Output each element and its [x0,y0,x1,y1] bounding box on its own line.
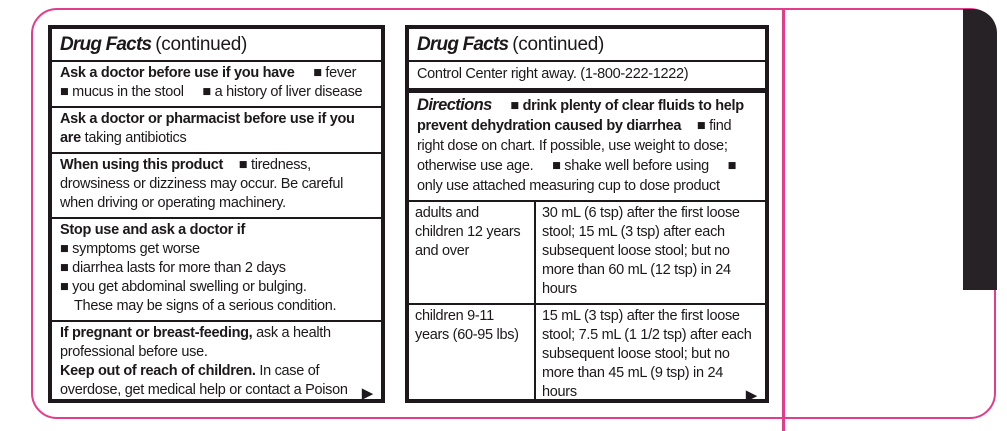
directions-bullet-shake-well: ■ shake well before using [552,158,709,174]
continue-arrow-icon: ▶ [745,387,758,403]
directions-bullet-measuring-cup: ■ only use attached measuring cup to dos… [417,158,737,194]
when-using-heading: When using this product [60,157,224,173]
section-pregnancy-warning: If pregnant or breast-feeding, ask a hea… [52,320,381,402]
drug-facts-header: Drug Facts (continued) [409,29,765,60]
bullet-liver-disease: ■ a history of liver disease [202,84,363,100]
ask-doctor-heading: Ask a doctor before use if you have [60,65,295,81]
keep-out-paragraph: Keep out of reach of children. In case o… [60,362,373,399]
directions-bold-bullet: ■ drink plenty of clear fluids to help p… [417,98,744,134]
dosage-age-children: children 9-11 years (60-95 lbs) [409,305,536,399]
stop-use-bullet: ■ symptoms get worse [60,241,200,257]
keep-out-bold: Keep out of reach of children. [60,363,256,379]
dosage-amount-children: 15 mL (3 tsp) after the first loose stoo… [536,305,765,403]
poison-control-text: Control Center right away. (1-800-222-12… [417,66,689,82]
label-fold-line [782,8,785,431]
stop-use-note: These may be signs of a serious conditio… [74,298,337,314]
drug-facts-panel-left: Drug Facts (continued) Ask a doctor befor… [48,25,385,403]
drug-facts-title: Drug Facts [60,34,152,55]
bullet-mucus: ■ mucus in the stool [60,84,184,100]
drug-facts-continued: (continued) [512,34,605,55]
ask-pharmacist-heading: Ask a doctor or pharmacist before use if… [60,111,355,146]
stop-use-bullet: ■ diarrhea lasts for more than 2 days [60,260,286,276]
directions-bullet-dose-chart: ■ find right dose on chart. If possible,… [417,118,732,174]
section-stop-use: Stop use and ask a doctor if ■ symptoms … [52,217,381,320]
section-ask-a-doctor: Ask a doctor before use if you have ■ fe… [52,60,381,106]
dosage-amount-adults: 30 mL (6 tsp) after the first loose stoo… [536,202,765,305]
drug-facts-panel-right: Drug Facts (continued) Control Center rig… [405,25,769,403]
drug-facts-title: Drug Facts [417,34,509,55]
section-directions: Directions ■ drink plenty of clear fluid… [409,88,765,200]
keep-out-text: In case of overdose, get medical help or… [60,363,348,398]
section-ask-pharmacist: Ask a doctor or pharmacist before use if… [52,106,381,152]
stop-use-heading: Stop use and ask a doctor if [60,222,245,238]
dosage-children-text: 15 mL (3 tsp) after the first loose stoo… [542,308,752,400]
drug-facts-header: Drug Facts (continued) [52,29,381,60]
pregnancy-paragraph: If pregnant or breast-feeding, ask a hea… [60,324,373,362]
ask-pharmacist-text: taking antibiotics [84,130,187,146]
pregnancy-text: ask a health professional before use. [60,325,331,360]
when-using-text: ■ tiredness, drowsiness or dizziness may… [60,157,344,211]
bullet-fever: ■ fever [313,65,357,81]
drug-facts-continued: (continued) [155,34,248,55]
directions-heading: Directions [417,96,492,114]
dosage-age-adults: adults and children 12 years and over [409,202,536,305]
section-when-using: When using this product ■ tiredness, dro… [52,152,381,217]
black-side-bar [963,9,997,290]
pregnancy-bold: If pregnant or breast-feeding, [60,325,253,341]
stop-use-bullet: ■ you get abdominal swelling or bulging. [60,279,307,295]
dosage-table: adults and children 12 years and over 30… [409,200,765,403]
section-poison-control: Control Center right away. (1-800-222-12… [409,60,765,88]
continue-arrow-icon: ▶ [361,385,374,402]
